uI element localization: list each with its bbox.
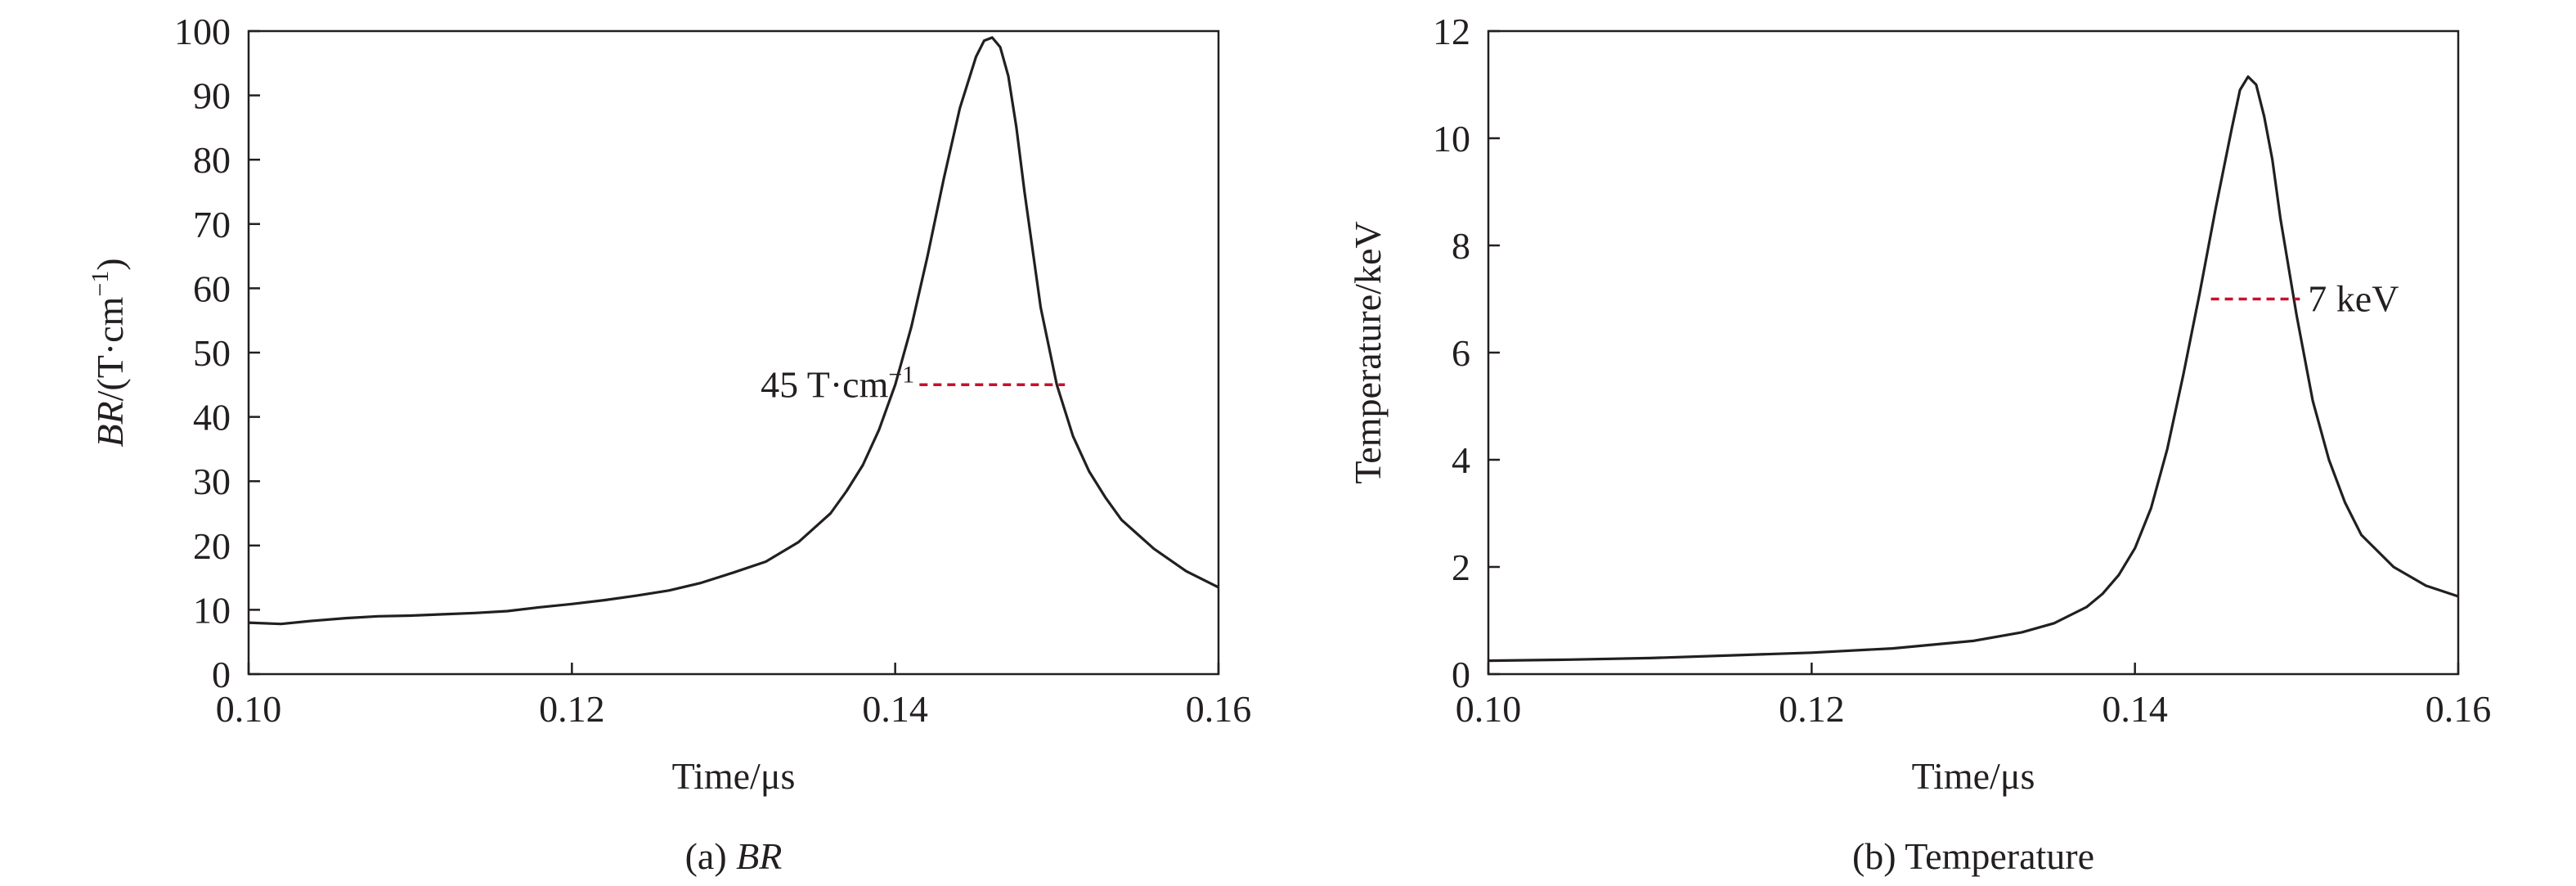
- y-tick-label: 6: [1452, 332, 1470, 374]
- y-tick-label: 70: [193, 204, 231, 245]
- y-axis-title-variable: BR: [89, 401, 131, 447]
- y-axis-title-unit: /(T·cm: [89, 296, 131, 401]
- panel-caption-prefix: (a): [685, 835, 737, 877]
- panel-caption-name: BR: [736, 835, 782, 877]
- annotation-label: 45 T·cm−1: [761, 361, 914, 405]
- panel-caption-prefix: (b): [1852, 835, 1905, 877]
- panel-b-temperature: 0.10 0.12 0.14 0.16 0 2 4 6 8 10 12 Time/μs Temperat…: [1347, 11, 2491, 877]
- y-tick-label: 10: [1433, 118, 1470, 160]
- x-tick-label: 0.10: [1456, 688, 1522, 730]
- x-tick-label: 0.10: [216, 688, 282, 730]
- y-tick-label: 40: [193, 397, 231, 439]
- x-axis-title: Time/μs: [1912, 755, 2035, 797]
- panel-caption: (a) BR: [685, 835, 783, 877]
- y-tick-label: 30: [193, 461, 231, 502]
- series-line-0: [248, 36, 1219, 626]
- plot-frame: [247, 29, 1220, 676]
- x-tick-label: 0.16: [2426, 688, 2492, 730]
- y-axis-title: BR/(T·cm−1): [87, 258, 131, 447]
- x-tick-label: 0.16: [1186, 688, 1252, 730]
- y-tick-label: 60: [193, 268, 231, 309]
- annotation-label-value: 45 T·cm: [761, 363, 889, 405]
- y-tick-label: 12: [1433, 11, 1470, 52]
- annotation-label: 7 keV: [2308, 278, 2399, 320]
- panel-caption-name: Temperature: [1905, 835, 2094, 877]
- y-tick-label: 4: [1452, 439, 1470, 481]
- x-tick-label: 0.14: [2102, 688, 2168, 730]
- y-tick-label: 100: [174, 11, 231, 52]
- y-tick-label: 2: [1452, 546, 1470, 588]
- x-tick-label: 0.14: [862, 688, 928, 730]
- y-tick-label: 8: [1452, 225, 1470, 267]
- y-axis-title-close: ): [89, 258, 131, 270]
- panel-a-br: 0.10 0.12 0.14 0.16 0 10 20 30 40 50 60 70 80 90 100 Ti…: [87, 11, 1251, 877]
- plot-frame: [1487, 29, 2460, 676]
- series-line-0: [1488, 75, 2459, 663]
- y-tick-label: 80: [193, 139, 231, 181]
- y-tick-label: 20: [193, 525, 231, 567]
- x-tick-label: 0.12: [539, 688, 605, 730]
- x-axis-title: Time/μs: [672, 755, 796, 797]
- y-tick-label: 50: [193, 332, 231, 374]
- annotation-label-exponent: −1: [888, 361, 914, 388]
- y-axis-title: Temperature/keV: [1347, 221, 1389, 483]
- y-tick-label: 0: [212, 654, 231, 695]
- y-tick-label: 0: [1452, 654, 1470, 695]
- x-tick-label: 0.12: [1779, 688, 1845, 730]
- panel-caption: (b) Temperature: [1852, 835, 2094, 877]
- y-tick-label: 90: [193, 75, 231, 117]
- y-axis-title-exponent: −1: [87, 271, 114, 297]
- y-tick-label: 10: [193, 589, 231, 631]
